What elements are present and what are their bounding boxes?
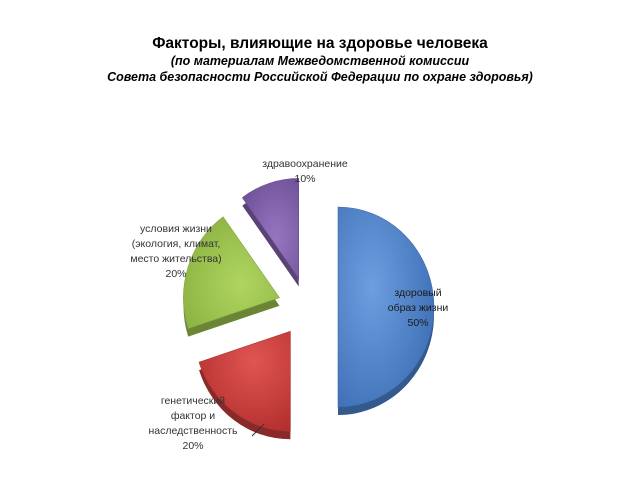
slice-label-healthy-lifestyle: здоровый образ жизни 50% xyxy=(388,287,449,329)
slice-label-line: 50% xyxy=(407,317,428,329)
slice-label-line: здравоохранение xyxy=(262,158,348,170)
slice-label-line: 20% xyxy=(165,268,186,280)
slice-label-line: генетический xyxy=(161,395,225,407)
slice-label-line: образ жизни xyxy=(388,302,449,314)
pie-slice-living-conditions xyxy=(183,216,280,337)
leader-line-genetics xyxy=(251,423,265,437)
slice-label-line: (экология, климат, xyxy=(132,238,221,250)
slice-label-line: условия жизни xyxy=(140,223,212,235)
slice-label-genetics: генетический фактор и наследственность 20% xyxy=(148,395,238,452)
slice-label-living-conditions: условия жизни (экология, климат, место жит… xyxy=(130,223,221,280)
chart-subtitle-line-1: (по материалам Межведомственной комиссии xyxy=(170,54,470,68)
pie-slice-genetics xyxy=(198,330,291,440)
slice-labels: здоровый образ жизни 50% генетический фактор… xyxy=(130,158,448,452)
pie-slice-healthy-lifestyle xyxy=(337,206,435,415)
slice-label-line: фактор и xyxy=(171,410,215,422)
pie-slice-face-genetics xyxy=(198,330,291,432)
slice-label-line: место жительства) xyxy=(130,253,221,265)
chart-title: Факторы, влияющие на здоровье человека xyxy=(152,35,488,52)
pie-slices xyxy=(183,178,435,440)
slice-label-line: здоровый xyxy=(394,287,441,299)
pie-slice-face-living-conditions xyxy=(183,216,280,330)
pie-slice-face-healthcare xyxy=(241,178,300,280)
slice-label-line: 10% xyxy=(294,173,315,185)
slice-label-healthcare: здравоохранение 10% xyxy=(262,158,348,185)
chart-subtitle-line-2: Совета безопасности Российской Федерации… xyxy=(107,70,533,84)
pie-slice-face-healthy-lifestyle xyxy=(337,206,435,408)
slice-label-line: 20% xyxy=(182,440,203,452)
slice-label-line: наследственность xyxy=(148,425,238,437)
pie-slice-healthcare xyxy=(241,178,300,287)
chart-header: Факторы, влияющие на здоровье человека (… xyxy=(0,34,640,85)
